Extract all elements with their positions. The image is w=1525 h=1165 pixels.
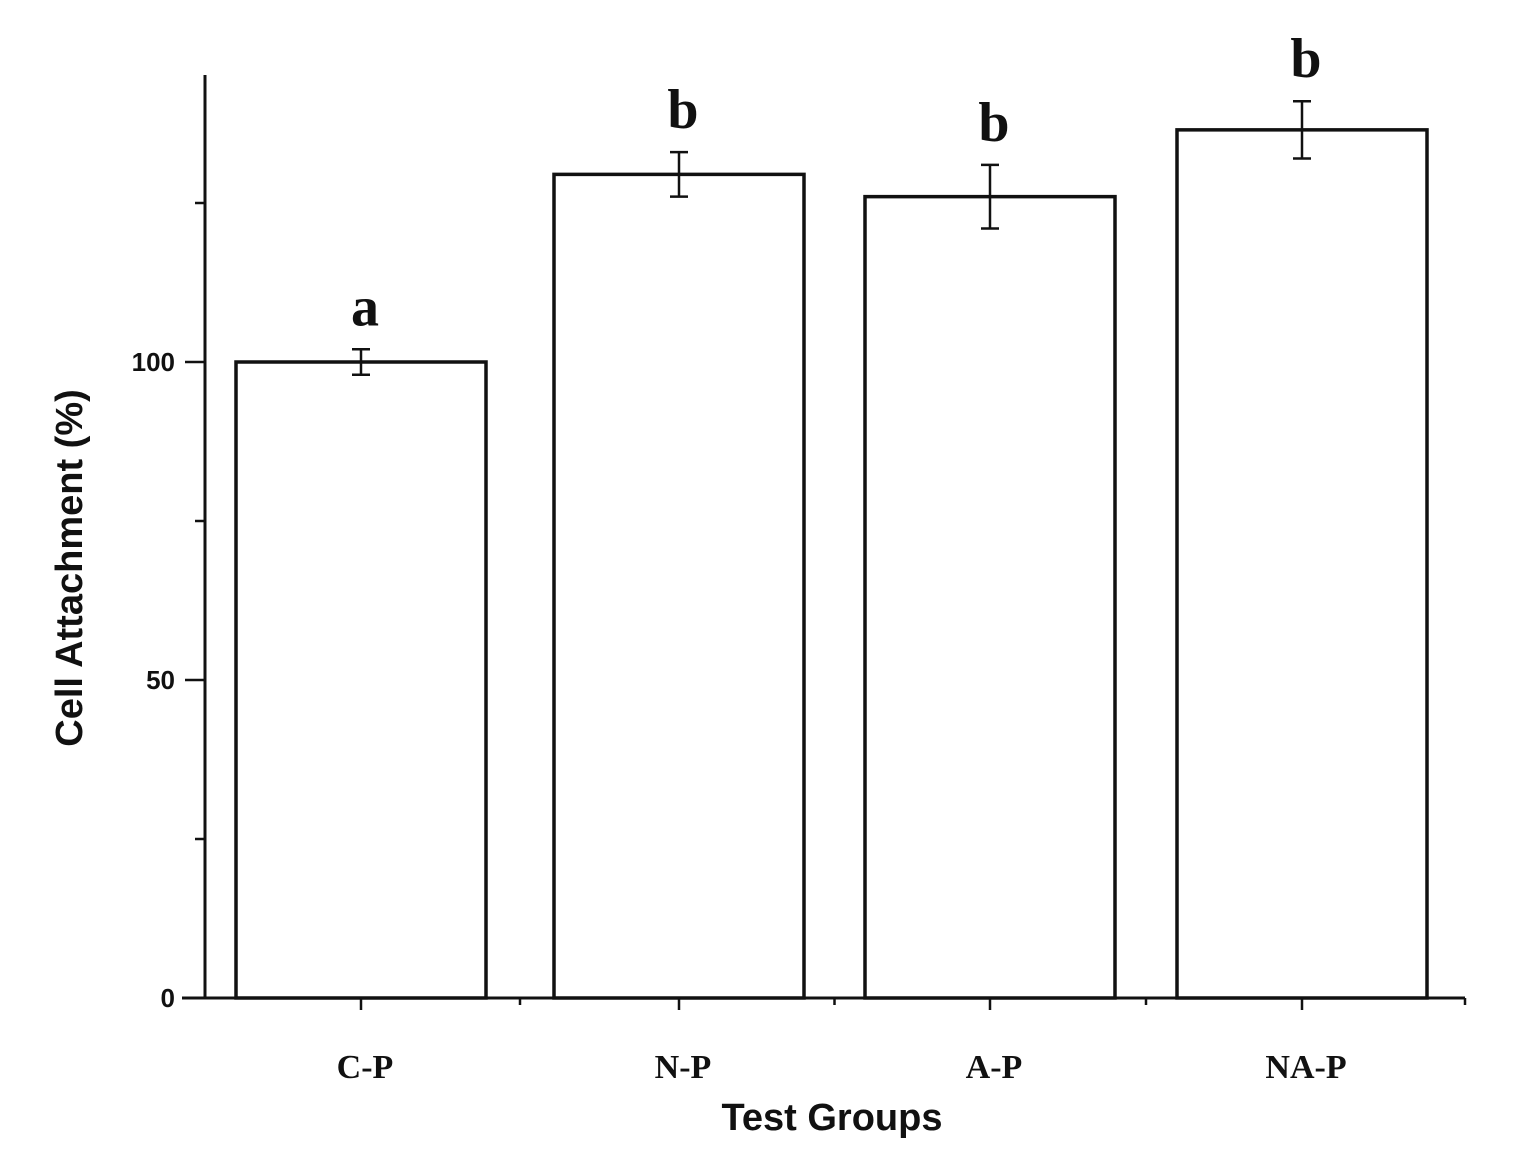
y-ticks-layer: 0 50 100: [132, 201, 205, 1013]
y-tick-label-0: 0: [161, 983, 175, 1013]
x-tick-label-a-p: A-P: [966, 1049, 1023, 1086]
bar-n-p: [552, 172, 806, 1000]
error-bar-a-p: [981, 163, 999, 230]
x-tick-label-na-p: NA-P: [1265, 1049, 1346, 1086]
x-ticks-layer: C-P N-P A-P NA-P: [337, 998, 1467, 1086]
error-bar-na-p: [1293, 99, 1311, 160]
bars-layer: [234, 128, 1429, 1000]
bar-a-p: [863, 194, 1117, 1000]
y-tick-label-100: 100: [132, 347, 175, 377]
y-tick-label-50: 50: [146, 665, 175, 695]
significance-labels-layer: a b b b: [351, 28, 1322, 338]
x-tick-label-c-p: C-P: [337, 1049, 394, 1086]
x-tick-label-n-p: N-P: [655, 1049, 712, 1086]
axes-layer: [182, 75, 1465, 1000]
x-axis-title: Test Groups: [722, 1097, 943, 1139]
significance-label-na-p: b: [1290, 28, 1321, 90]
bar-c-p: [234, 360, 488, 1000]
bar-na-p: [1175, 128, 1429, 1000]
y-axis-title: Cell Attachment (%): [49, 389, 91, 747]
error-bar-n-p: [670, 150, 688, 198]
significance-label-a-p: b: [978, 92, 1009, 154]
significance-label-n-p: b: [667, 79, 698, 141]
error-bar-c-p: [352, 348, 370, 376]
error-bars-layer: [352, 99, 1311, 376]
significance-label-c-p: a: [351, 276, 379, 338]
